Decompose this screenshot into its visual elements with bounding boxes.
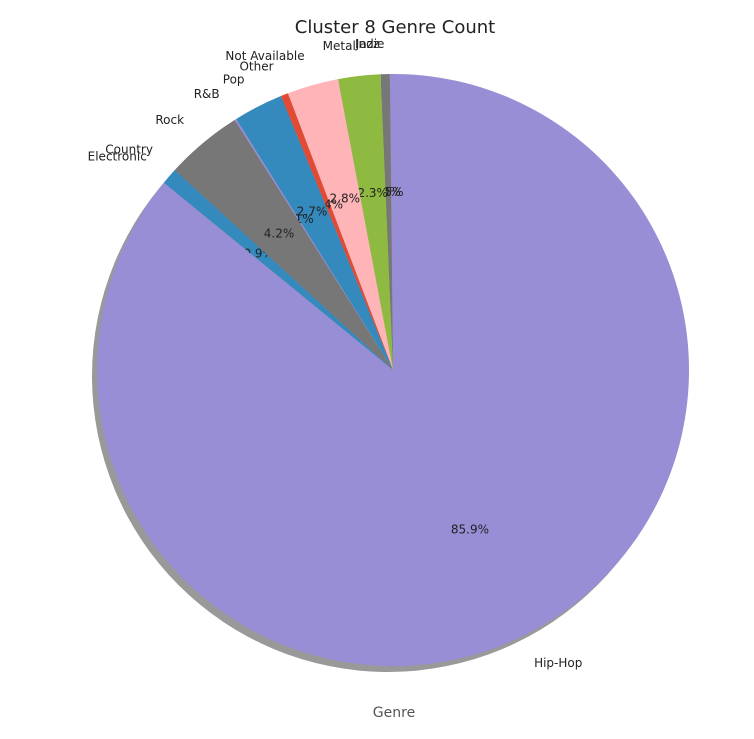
slice-label: Pop <box>223 73 245 87</box>
slice-label: Indie <box>355 37 384 51</box>
pie-slice <box>97 74 689 667</box>
pie-slice <box>380 74 393 370</box>
slice-label: Electronic <box>88 149 147 163</box>
slice-label: Not Available <box>225 49 304 63</box>
x-axis-label: Genre <box>373 705 415 721</box>
slice-label: Country <box>105 143 153 157</box>
value-label: 85.9% <box>451 523 489 537</box>
value-label: 2.8% <box>330 192 361 206</box>
slice-label: Other <box>239 60 273 74</box>
value-label: 2.7% <box>297 204 328 218</box>
slice-label: Rock <box>155 113 184 127</box>
slice-label: R&B <box>194 87 220 101</box>
chart-title: Cluster 8 Genre Count <box>295 17 495 38</box>
value-label: 4.2% <box>264 226 295 240</box>
value-label: 2.3% <box>357 186 388 200</box>
slice-label: Jazz <box>355 37 380 51</box>
pie-slice <box>163 170 393 370</box>
pie-slice <box>236 96 393 370</box>
pie-slice <box>280 93 393 370</box>
pie-slice <box>287 79 393 370</box>
pie-slice <box>338 74 393 370</box>
pie-slice <box>234 118 393 370</box>
pie-slice <box>174 119 393 370</box>
slice-label: Metal <box>323 39 356 53</box>
slice-label: Hip-Hop <box>534 656 582 670</box>
